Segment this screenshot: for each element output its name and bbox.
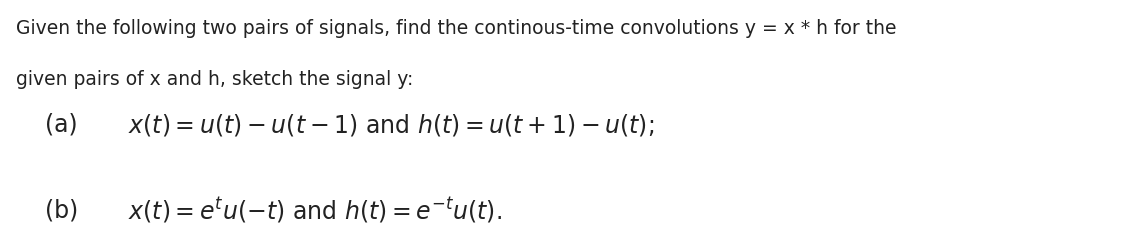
Text: Given the following two pairs of signals, find the continous-time convolutions y: Given the following two pairs of signals…	[16, 19, 896, 38]
Text: given pairs of x and h, sketch the signal y:: given pairs of x and h, sketch the signa…	[16, 70, 413, 89]
Text: $x(t) = e^{t}u(-t) \text{ and } h(t) = e^{-t}u(t).$: $x(t) = e^{t}u(-t) \text{ and } h(t) = e…	[128, 196, 502, 225]
Text: (a): (a)	[45, 113, 77, 136]
Text: $x(t) = u(t) - u(t-1) \text{ and } h(t) = u(t+1) - u(t);$: $x(t) = u(t) - u(t-1) \text{ and } h(t) …	[128, 112, 654, 137]
Text: (b): (b)	[45, 199, 79, 223]
